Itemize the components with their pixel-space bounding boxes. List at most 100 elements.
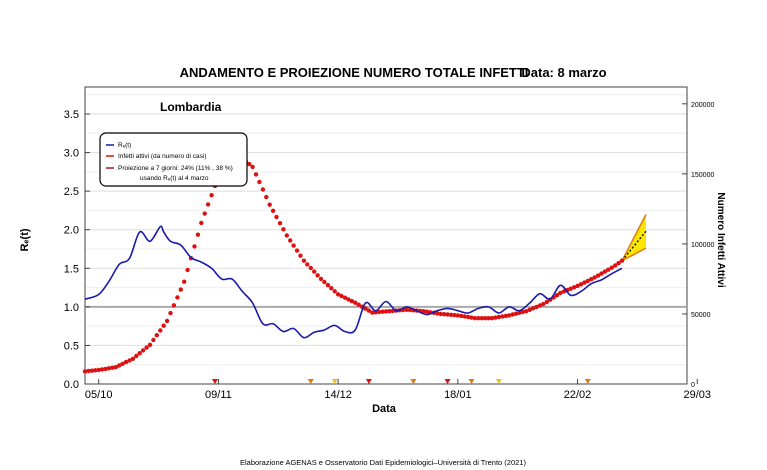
infected-point [325, 282, 331, 288]
x-tick-label: 05/10 [85, 389, 113, 401]
infected-point [493, 315, 498, 320]
infected-point [89, 368, 95, 373]
infected-point [192, 244, 197, 249]
infected-point [349, 298, 354, 304]
left-tick-label: 2.5 [64, 186, 79, 198]
infected-point [298, 253, 303, 258]
infected-point [445, 312, 450, 317]
infected-point [554, 293, 560, 298]
infected-point [575, 283, 580, 289]
projection-upper [621, 214, 647, 262]
infected-point [137, 351, 142, 356]
infected-point [527, 307, 532, 312]
infected-point [120, 361, 125, 366]
infected-point [465, 314, 471, 320]
projection-group [621, 214, 647, 262]
infected-point [113, 365, 119, 370]
right-tick-label: 50000 [691, 312, 711, 319]
y-left-axis-label: Rₑ(t) [19, 228, 31, 251]
infected-point [178, 287, 183, 292]
legend-label-rt: Rₑ(t) [118, 142, 131, 149]
infected-point [147, 342, 153, 347]
infected-point [609, 265, 614, 270]
infected-point [154, 333, 159, 338]
left-axis: 0.0 0.5 1.0 1.5 2.0 2.5 3.0 3.5 [64, 109, 90, 391]
infected-point [613, 263, 618, 268]
infected-point [370, 310, 375, 315]
infected-point [589, 277, 594, 282]
infected-point [366, 308, 372, 313]
infected-point [342, 295, 348, 300]
infected-point [619, 258, 625, 263]
infected-point [483, 316, 488, 321]
infected-point [455, 313, 460, 318]
left-tick-label: 1.0 [64, 302, 79, 314]
infected-point [479, 316, 484, 321]
infected-point [537, 303, 543, 308]
infected-point [380, 309, 385, 314]
infected-point [599, 271, 604, 276]
infected-point [377, 309, 382, 315]
right-tick-label: 100000 [691, 242, 714, 249]
infected-point [130, 356, 136, 361]
infected-point [496, 314, 502, 320]
infected-point [616, 260, 621, 266]
date-markers [211, 379, 591, 384]
infected-point [123, 359, 129, 365]
infected-point [544, 299, 549, 305]
y-right-axis-label: Numero Infetti Attivi [715, 192, 726, 287]
infected-point [284, 233, 289, 238]
infected-point [339, 293, 344, 299]
infected-point [441, 312, 447, 317]
infected-point [541, 301, 546, 307]
chart-date-label: Data: 8 marzo [521, 65, 606, 80]
infected-point [267, 202, 272, 207]
infected-point [592, 275, 597, 280]
infected-point [195, 232, 201, 237]
infected-point [335, 292, 341, 297]
infected-point [151, 337, 156, 343]
left-tick-label: 3.5 [64, 109, 79, 121]
legend-box [99, 132, 248, 187]
infected-point [524, 309, 529, 314]
infected-point [199, 220, 204, 226]
credit-footer: Elaborazione AGENAS e Osservatorio Dati … [240, 458, 526, 467]
infected-point [606, 267, 611, 272]
infected-point [312, 269, 317, 274]
infected-point [202, 211, 207, 216]
infected-point [294, 248, 300, 253]
infected-point [288, 238, 293, 243]
legend: Rₑ(t) Infetti attivi (da numero di casi)… [99, 132, 248, 187]
x-tick-label: 14/12 [324, 389, 352, 401]
infected-point [582, 280, 587, 285]
infected-point [99, 367, 105, 372]
left-tick-label: 2.0 [64, 225, 79, 237]
infected-point [253, 172, 259, 177]
infected-point [448, 312, 454, 317]
infected-point [578, 282, 584, 287]
x-tick-label: 22/02 [564, 389, 592, 401]
rt-series-line [84, 225, 623, 339]
x-axis: 05/10 09/11 14/12 18/01 22/02 29/03 [85, 379, 711, 401]
legend-label-projection-line2: usando Rₑ(t) al 4 marzo [140, 175, 209, 182]
chart-title: ANDAMENTO E PROIEZIONE NUMERO TOTALE INF… [180, 65, 529, 80]
infected-point [452, 312, 457, 318]
x-tick-label: 18/01 [444, 389, 472, 401]
x-tick-label: 09/11 [205, 389, 232, 401]
legend-label-projection: Proiezione a 7 giorni: 24% (11% , 38 %) [118, 165, 233, 172]
infected-point [281, 227, 286, 232]
right-tick-label: 200000 [691, 102, 714, 109]
infected-point [534, 304, 539, 310]
infected-point [301, 258, 307, 263]
infected-point [472, 316, 478, 321]
infected-point [175, 295, 180, 300]
infected-point [247, 161, 252, 167]
left-tick-label: 0.0 [64, 379, 79, 391]
projection-lower [621, 247, 647, 262]
infected-point [264, 194, 269, 200]
legend-label-infected: Infetti attivi (da numero di casi) [118, 153, 207, 160]
infected-point [274, 214, 279, 220]
infected-point [469, 315, 474, 320]
infected-point [277, 221, 283, 226]
